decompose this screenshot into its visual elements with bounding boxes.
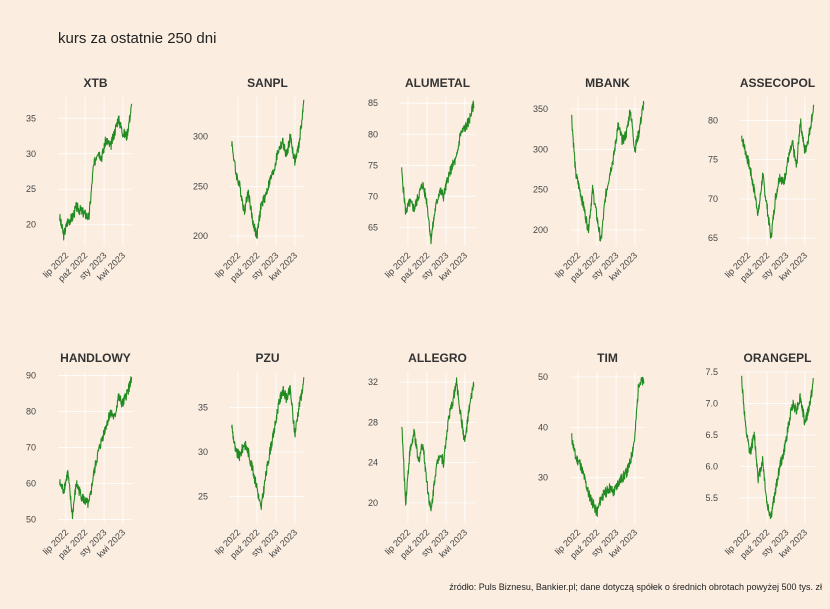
y-tick-label: 250: [533, 185, 548, 195]
y-tick-label: 30: [198, 447, 208, 457]
price-line: [741, 104, 815, 239]
y-tick-label: 80: [708, 116, 718, 126]
panel-title: ALLEGRO: [408, 351, 467, 365]
y-tick-label: 6.5: [705, 430, 718, 440]
price-line: [231, 99, 305, 239]
y-tick-label: 5.5: [705, 493, 718, 503]
panel-title: PZU: [256, 351, 280, 365]
y-tick-label: 70: [26, 443, 36, 453]
y-tick-label: 250: [193, 181, 208, 191]
y-tick-label: 70: [368, 191, 378, 201]
y-tick-label: 300: [193, 132, 208, 142]
y-tick-label: 24: [368, 458, 378, 468]
y-tick-label: 35: [198, 403, 208, 413]
y-tick-label: 50: [26, 514, 36, 524]
y-tick-label: 20: [368, 498, 378, 508]
price-line: [401, 377, 475, 512]
y-tick-label: 32: [368, 377, 378, 387]
y-tick-label: 30: [26, 149, 36, 159]
price-line: [401, 100, 475, 245]
price-line: [59, 376, 133, 520]
y-tick-label: 65: [368, 222, 378, 232]
y-tick-label: 90: [26, 371, 36, 381]
y-tick-label: 35: [26, 113, 36, 123]
panel-title: TIM: [597, 351, 618, 365]
y-tick-label: 80: [368, 129, 378, 139]
y-tick-label: 350: [533, 104, 548, 114]
panel-title: MBANK: [585, 76, 630, 90]
price-line: [571, 100, 645, 242]
price-line: [231, 377, 305, 510]
y-tick-label: 80: [26, 407, 36, 417]
y-tick-label: 70: [708, 194, 718, 204]
y-tick-label: 65: [708, 233, 718, 243]
y-tick-label: 40: [538, 422, 548, 432]
y-tick-label: 60: [26, 478, 36, 488]
y-tick-label: 75: [708, 155, 718, 165]
y-tick-label: 75: [368, 160, 378, 170]
page-title: kurs za ostatnie 250 dni: [58, 30, 217, 47]
panel-title: ALUMETAL: [405, 76, 470, 90]
y-tick-label: 200: [193, 231, 208, 241]
y-tick-label: 7.5: [705, 367, 718, 377]
panel-title: SANPL: [247, 76, 288, 90]
price-line: [59, 103, 133, 241]
source-note: źródło: Puls Biznesu, Bankier.pl; dane d…: [449, 582, 822, 592]
y-tick-label: 300: [533, 144, 548, 154]
y-tick-label: 25: [26, 184, 36, 194]
panel-title: ORANGEPL: [743, 351, 811, 365]
panel-title: ASSECOPOL: [740, 76, 815, 90]
y-tick-label: 200: [533, 225, 548, 235]
panel-title: HANDLOWY: [60, 351, 131, 365]
y-tick-label: 85: [368, 98, 378, 108]
y-tick-label: 25: [198, 491, 208, 501]
y-tick-label: 30: [538, 473, 548, 483]
panel-title: XTB: [84, 76, 108, 90]
y-tick-label: 50: [538, 372, 548, 382]
y-tick-label: 6.0: [705, 461, 718, 471]
y-tick-label: 28: [368, 417, 378, 427]
price-line: [741, 375, 815, 520]
y-tick-label: 20: [26, 220, 36, 230]
price-line: [571, 376, 645, 517]
y-tick-label: 7.0: [705, 398, 718, 408]
